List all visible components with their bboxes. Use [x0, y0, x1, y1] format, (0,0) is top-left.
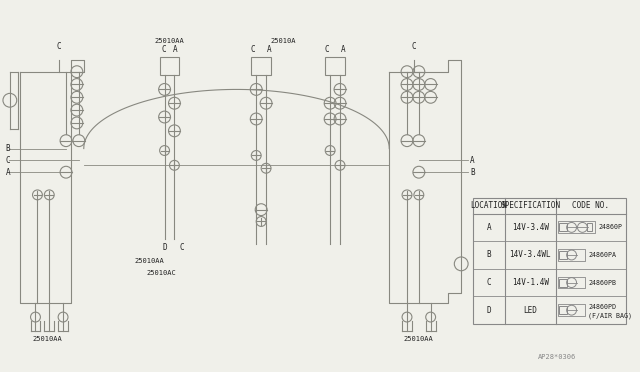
Text: 14V-3.4W: 14V-3.4W	[512, 223, 548, 232]
Text: C: C	[251, 45, 255, 54]
Text: B: B	[470, 168, 475, 177]
Bar	[559, 306, 566, 314]
Text: AP28*0306: AP28*0306	[538, 355, 576, 360]
Text: 25010AC: 25010AC	[147, 270, 177, 276]
Text: 25010AA: 25010AA	[33, 336, 62, 342]
Bar	[473, 198, 626, 324]
Text: LED: LED	[524, 306, 537, 315]
Bar	[559, 279, 566, 286]
Text: C: C	[6, 156, 10, 165]
Bar	[559, 224, 566, 231]
Text: D: D	[163, 243, 167, 251]
Bar	[325, 57, 345, 75]
Text: B: B	[6, 144, 10, 153]
Bar	[558, 304, 586, 316]
Bar	[252, 57, 271, 75]
Text: 14V-1.4W: 14V-1.4W	[512, 278, 548, 287]
Bar	[159, 57, 179, 75]
Text: A: A	[470, 156, 475, 165]
Text: 14V-3.4WL: 14V-3.4WL	[509, 250, 551, 260]
Bar	[558, 221, 595, 233]
Bar	[588, 224, 592, 231]
Text: A: A	[486, 223, 491, 232]
Text: C: C	[486, 278, 491, 287]
Bar	[559, 251, 566, 259]
Text: C: C	[57, 42, 61, 51]
Text: SPECIFICATION: SPECIFICATION	[500, 201, 560, 210]
Text: B: B	[486, 250, 491, 260]
Text: A: A	[267, 45, 271, 54]
Text: LOCATION: LOCATION	[470, 201, 508, 210]
Text: 24860P: 24860P	[598, 224, 622, 230]
Text: C: C	[161, 45, 166, 54]
Text: (F/AIR BAG): (F/AIR BAG)	[588, 313, 632, 319]
Text: C: C	[325, 45, 330, 54]
Text: A: A	[173, 45, 178, 54]
Text: 24860PD: 24860PD	[588, 304, 616, 310]
Text: 25010AA: 25010AA	[155, 38, 184, 44]
Text: C: C	[179, 243, 184, 251]
Text: 24860PB: 24860PB	[588, 280, 616, 286]
Text: A: A	[340, 45, 345, 54]
Text: 25010AA: 25010AA	[135, 258, 164, 264]
Bar	[558, 277, 586, 289]
Text: A: A	[6, 168, 10, 177]
Text: D: D	[486, 306, 491, 315]
Text: C: C	[412, 42, 416, 51]
Bar	[558, 249, 586, 261]
Text: 25010AA: 25010AA	[404, 336, 434, 342]
Text: 25010A: 25010A	[270, 38, 296, 44]
Text: 24860PA: 24860PA	[588, 252, 616, 258]
Text: CODE NO.: CODE NO.	[572, 201, 609, 210]
